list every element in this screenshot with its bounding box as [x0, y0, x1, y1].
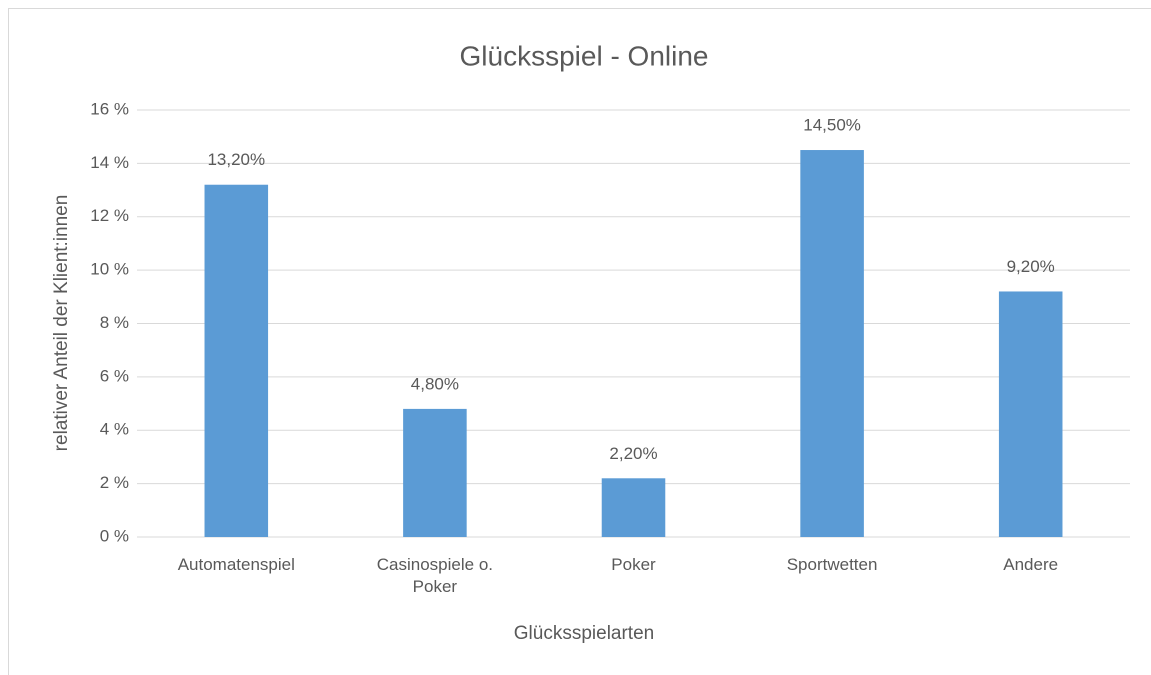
data-label: 13,20%: [207, 150, 265, 169]
y-tick-label: 0 %: [100, 526, 129, 545]
y-tick-label: 12 %: [90, 206, 129, 225]
bar: [998, 291, 1063, 537]
bar: [403, 408, 467, 537]
x-tick-label: Sportwetten: [786, 555, 878, 574]
y-tick-label: 8 %: [100, 313, 129, 332]
x-tick-label: Andere: [1003, 555, 1059, 574]
data-label: 4,80%: [411, 374, 459, 393]
y-tick-label: 6 %: [100, 366, 129, 385]
y-tick-label: 10 %: [90, 260, 129, 279]
data-label: 9,20%: [1007, 257, 1055, 276]
bar: [204, 184, 269, 537]
x-tick-label: Automatenspiel: [177, 555, 295, 574]
bar: [800, 150, 864, 537]
y-tick-label: 2 %: [100, 473, 129, 492]
bar: [601, 478, 666, 537]
y-axis-title: relativer Anteil der Klient:innen: [51, 195, 72, 452]
data-label: 14,50%: [803, 116, 861, 135]
data-label: 2,20%: [609, 444, 657, 463]
y-tick-label: 4 %: [100, 420, 129, 439]
chart-title: Glücksspiel - Online: [460, 40, 709, 71]
x-tick-label: Poker: [611, 555, 656, 574]
y-tick-label: 16 %: [90, 99, 129, 118]
y-tick-label: 14 %: [90, 153, 129, 172]
chart-border: [8, 8, 1151, 675]
x-axis-title: Glücksspielarten: [514, 623, 654, 644]
x-tick-label: Casinospiele o. Poker: [376, 555, 494, 596]
